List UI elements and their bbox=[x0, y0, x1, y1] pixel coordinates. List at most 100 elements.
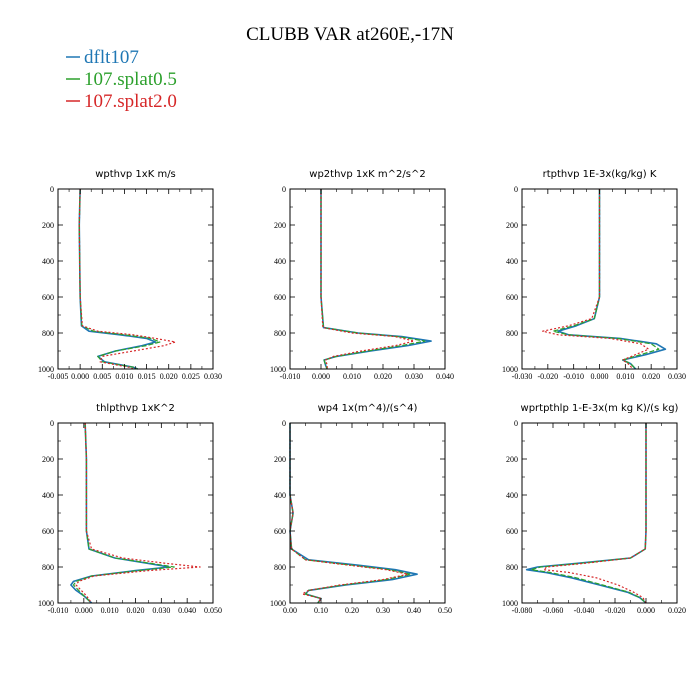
plot-frame bbox=[289, 188, 446, 370]
x-tick-label: 0.00 bbox=[283, 606, 297, 615]
series-line-107.splat2.0 bbox=[543, 423, 647, 604]
x-tick-label: -0.030 bbox=[512, 372, 533, 381]
x-tick-label: 0.020 bbox=[160, 372, 178, 381]
x-tick-label: 0.030 bbox=[668, 372, 686, 381]
series-line-107.splat0.5 bbox=[289, 423, 412, 604]
y-tick-label: 200 bbox=[274, 221, 286, 230]
x-tick-label: -0.020 bbox=[605, 606, 626, 615]
panel-title: wp4 1x(m^4)/(s^4) bbox=[318, 403, 418, 414]
y-tick-label: 200 bbox=[274, 455, 286, 464]
x-tick-label: 0.020 bbox=[374, 372, 392, 381]
x-tick-label: -0.010 bbox=[563, 372, 584, 381]
x-tick-label: 0.000 bbox=[71, 372, 89, 381]
panel-title: rtpthvp 1E-3x(kg/kg) K bbox=[543, 169, 657, 180]
y-tick-label: 0 bbox=[282, 185, 286, 194]
y-tick-label: 600 bbox=[274, 293, 286, 302]
x-tick-label: 0.010 bbox=[101, 606, 119, 615]
x-tick-label: 0.030 bbox=[204, 372, 222, 381]
x-tick-label: 0.025 bbox=[182, 372, 200, 381]
y-tick-label: 600 bbox=[506, 293, 518, 302]
panel-title: wp2thvp 1xK m^2/s^2 bbox=[309, 169, 425, 180]
panel-title: thlpthvp 1xK^2 bbox=[96, 403, 175, 414]
panel-4: thlpthvp 1xK^2 -0.010 0.000 0.010 0.020 0.030… bbox=[38, 403, 222, 615]
panel-5: wp4 1x(m^4)/(s^4) 0.00 0.10 0.20 0.30 0.40 0.5… bbox=[270, 403, 452, 615]
legend-entry: 107.splat0.5 bbox=[84, 69, 177, 90]
panel-title: wpthvp 1xK m/s bbox=[95, 169, 176, 180]
x-tick-label: -0.040 bbox=[574, 606, 595, 615]
x-tick-label: 0.000 bbox=[312, 372, 330, 381]
y-tick-label: 800 bbox=[274, 329, 286, 338]
x-tick-label: 0.20 bbox=[345, 606, 359, 615]
series-line-107.splat2.0 bbox=[320, 189, 415, 369]
y-tick-label: 600 bbox=[42, 527, 54, 536]
y-tick-label: 0 bbox=[514, 419, 518, 428]
panel-title: wprtpthlp 1-E-3x(m kg K)/(s kg) bbox=[521, 403, 679, 414]
y-tick-label: 1000 bbox=[38, 365, 54, 374]
plot-frame bbox=[289, 422, 446, 604]
x-tick-label: 0.040 bbox=[436, 372, 454, 381]
plot-frame bbox=[57, 188, 214, 370]
y-tick-label: 1000 bbox=[270, 365, 286, 374]
x-tick-label: 0.020 bbox=[642, 372, 660, 381]
x-tick-label: -0.080 bbox=[512, 606, 533, 615]
y-tick-label: 200 bbox=[42, 221, 54, 230]
x-tick-label: -0.020 bbox=[537, 372, 558, 381]
series-line-107.splat0.5 bbox=[320, 189, 426, 370]
series-line-dflt107 bbox=[525, 423, 647, 604]
series-line-dflt107 bbox=[320, 189, 432, 370]
y-tick-label: 600 bbox=[274, 527, 286, 536]
panels: wpthvp 1xK m/s-0.005 0.000 0.005 0.010 0.015… bbox=[38, 169, 686, 615]
y-tick-label: 400 bbox=[42, 491, 54, 500]
y-tick-label: 800 bbox=[42, 329, 54, 338]
x-tick-label: 0.015 bbox=[138, 372, 156, 381]
series-line-107.splat2.0 bbox=[75, 422, 201, 604]
plot-frame bbox=[57, 422, 214, 604]
y-tick-label: 600 bbox=[42, 293, 54, 302]
x-tick-label: 0.030 bbox=[152, 606, 170, 615]
y-tick-label: 800 bbox=[506, 563, 518, 572]
x-tick-label: 0.10 bbox=[314, 606, 328, 615]
series-line-107.splat2.0 bbox=[542, 189, 650, 370]
x-tick-label: 0.000 bbox=[637, 606, 655, 615]
x-tick-label: -0.010 bbox=[48, 606, 69, 615]
series-line-107.splat0.5 bbox=[72, 422, 175, 604]
x-tick-label: -0.005 bbox=[48, 372, 69, 381]
y-tick-label: 1000 bbox=[270, 599, 286, 608]
x-tick-label: 0.010 bbox=[115, 372, 133, 381]
y-tick-label: 200 bbox=[506, 455, 518, 464]
y-tick-label: 0 bbox=[50, 419, 54, 428]
series-line-dflt107 bbox=[70, 422, 170, 604]
series-line-107.splat0.5 bbox=[78, 188, 161, 370]
y-tick-label: 200 bbox=[506, 221, 518, 230]
y-tick-label: 400 bbox=[42, 257, 54, 266]
series-line-dflt107 bbox=[78, 188, 157, 370]
panel-1: wpthvp 1xK m/s -0.005 0.000 0.005 0.010 0.015… bbox=[38, 169, 222, 381]
x-tick-label: 0.010 bbox=[343, 372, 361, 381]
x-tick-label: 0.30 bbox=[376, 606, 390, 615]
y-tick-label: 800 bbox=[274, 563, 286, 572]
y-tick-label: 200 bbox=[42, 455, 54, 464]
y-tick-label: 0 bbox=[514, 185, 518, 194]
y-tick-label: 800 bbox=[42, 563, 54, 572]
y-tick-label: 600 bbox=[506, 527, 518, 536]
series-line-dflt107 bbox=[557, 189, 667, 370]
y-tick-label: 1000 bbox=[502, 599, 518, 608]
y-tick-label: 400 bbox=[274, 257, 286, 266]
y-tick-label: 400 bbox=[274, 491, 286, 500]
x-tick-label: 0.005 bbox=[93, 372, 111, 381]
x-tick-label: -0.010 bbox=[280, 372, 301, 381]
x-tick-label: 0.020 bbox=[668, 606, 686, 615]
series-line-107.splat2.0 bbox=[289, 423, 409, 604]
y-tick-label: 400 bbox=[506, 491, 518, 500]
y-tick-label: 0 bbox=[282, 419, 286, 428]
legend-entry: 107.splat2.0 bbox=[84, 91, 177, 112]
x-tick-label: 0.040 bbox=[178, 606, 196, 615]
x-tick-label: 0.030 bbox=[405, 372, 423, 381]
plot-frame bbox=[521, 422, 678, 604]
x-tick-label: 0.050 bbox=[204, 606, 222, 615]
panel-2: wp2thvp 1xK m^2/s^2 -0.010 0.000 0.010 0.020… bbox=[270, 169, 454, 381]
y-tick-label: 1000 bbox=[502, 365, 518, 374]
x-tick-label: -0.060 bbox=[543, 606, 564, 615]
y-tick-label: 800 bbox=[506, 329, 518, 338]
